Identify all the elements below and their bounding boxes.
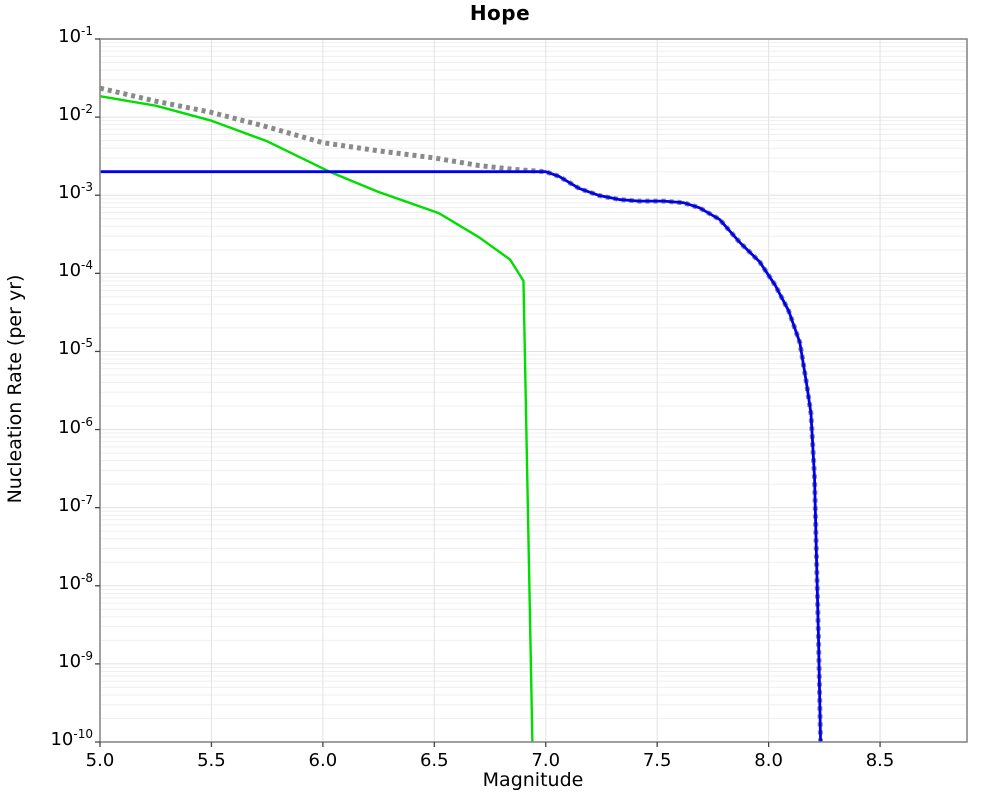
x-tick-label: 5.0 xyxy=(85,750,115,771)
y-tick-label: 10-10 xyxy=(50,727,93,750)
y-tick-label: 10-7 xyxy=(58,492,93,516)
x-tick-label: 6.5 xyxy=(419,750,449,771)
plot-frame xyxy=(99,38,968,743)
y-tick-label: 10-9 xyxy=(58,648,93,672)
series-solid-blue-rate xyxy=(100,170,822,743)
x-tick-label: 8.0 xyxy=(754,750,783,771)
y-tick-label: 10-5 xyxy=(58,336,93,360)
x-axis-label: Magnitude xyxy=(482,769,584,791)
x-tick-label: 6.0 xyxy=(308,750,338,771)
x-tick-label: 8.5 xyxy=(865,750,895,771)
y-tick-label: 10-1 xyxy=(58,24,93,47)
x-tick-label: 7.0 xyxy=(531,750,561,771)
series-dotted-gray-total-rate xyxy=(99,85,824,743)
x-tick-label: 5.5 xyxy=(197,750,226,771)
y-tick-label: 10-3 xyxy=(58,180,93,204)
series-solid-green-rate xyxy=(99,95,534,743)
x-tick-label: 7.5 xyxy=(642,750,672,771)
y-tick-label: 10-6 xyxy=(58,414,93,438)
y-tick-label: 10-8 xyxy=(58,570,93,594)
y-tick-label: 10-2 xyxy=(58,102,93,126)
y-tick-label: 10-4 xyxy=(58,258,93,282)
chart-title: Hope xyxy=(469,1,531,25)
